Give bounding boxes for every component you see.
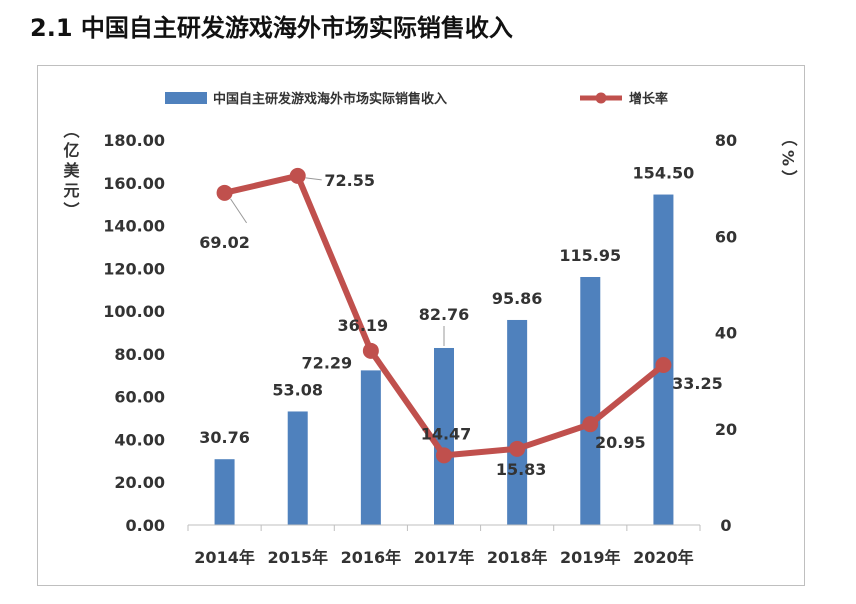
- x-tick-label: 2016年: [341, 548, 402, 567]
- left-tick-label: 120.00: [103, 259, 165, 278]
- x-axis: 2014年 2015年 2016年 2017年 2018年 2019年 2020年: [187, 524, 701, 567]
- bar: [434, 347, 454, 525]
- growth-data-label: 72.55: [324, 171, 375, 190]
- page-title: 2.1 中国自主研发游戏海外市场实际销售收入: [30, 14, 513, 42]
- right-tick-label: 20: [715, 420, 737, 439]
- left-tick-label: 80.00: [114, 345, 165, 364]
- x-tick-label: 2019年: [560, 548, 621, 567]
- left-tick-label: 0.00: [126, 516, 165, 535]
- growth-point: [362, 342, 379, 359]
- bar: [580, 276, 601, 525]
- bar: [360, 370, 381, 525]
- growth-data-label: 20.95: [595, 433, 646, 452]
- x-tick-label: 2017年: [414, 548, 475, 567]
- x-tick-label: 2020年: [633, 548, 694, 567]
- bar-series: 30.76 53.08 72.29 82.76 95.86 115.95 154.50: [199, 164, 694, 525]
- left-tick-label: 60.00: [114, 388, 165, 407]
- bar: [507, 319, 528, 525]
- chart-frame: [37, 65, 805, 586]
- legend-bar-label: 中国自主研发游戏海外市场实际销售收入: [213, 91, 447, 107]
- left-tick-label: 160.00: [103, 174, 165, 193]
- bar: [287, 411, 308, 525]
- growth-data-label: 69.02: [199, 233, 250, 252]
- legend-line-marker: [595, 92, 607, 104]
- bar-data-label: 82.76: [419, 305, 470, 324]
- bar-data-label: 95.86: [492, 289, 543, 308]
- right-axis-label: （%）: [779, 130, 798, 190]
- growth-line-series: 69.02 72.55 36.19 14.47 15.83 20.95 33.25: [199, 167, 723, 479]
- growth-data-label: 36.19: [338, 316, 389, 335]
- growth-point: [216, 184, 233, 201]
- left-tick-label: 180.00: [103, 131, 165, 150]
- growth-point: [289, 167, 306, 184]
- left-axis: 0.00 20.00 40.00 60.00 80.00 100.00 120.00 140.…: [61, 122, 166, 535]
- legend-line-label: 增长率: [629, 91, 668, 107]
- legend-bar-swatch: [165, 92, 207, 104]
- right-tick-label: 60: [715, 227, 737, 246]
- growth-point: [655, 356, 672, 373]
- x-tick-label: 2018年: [487, 548, 548, 567]
- right-tick-label: 80: [715, 131, 737, 150]
- line-label-leader: [305, 177, 322, 181]
- bar-data-label: 154.50: [633, 164, 695, 183]
- bar-data-label: 53.08: [272, 380, 323, 399]
- growth-data-label: 14.47: [421, 424, 472, 443]
- right-tick-label: 40: [715, 324, 737, 343]
- growth-data-label: 15.83: [496, 460, 547, 479]
- bar-data-label: 72.29: [302, 353, 353, 372]
- bar: [214, 459, 235, 525]
- line-label-leader: [230, 198, 247, 224]
- bar-data-label: 30.76: [199, 428, 250, 447]
- left-tick-label: 100.00: [103, 302, 165, 321]
- x-tick-label: 2015年: [267, 548, 328, 567]
- left-tick-label: 140.00: [103, 217, 165, 236]
- growth-data-label: 33.25: [672, 374, 723, 393]
- right-axis: 0 20 40 60 80 （%）: [715, 130, 798, 535]
- growth-point: [436, 447, 452, 464]
- right-tick-label: 0: [720, 516, 731, 535]
- legend: 中国自主研发游戏海外市场实际销售收入 增长率: [165, 91, 668, 107]
- left-tick-label: 40.00: [114, 430, 165, 449]
- left-axis-label: （亿美元）: [61, 122, 80, 222]
- bar-data-label: 115.95: [559, 246, 621, 265]
- growth-point: [582, 416, 599, 433]
- x-tick-label: 2014年: [194, 548, 255, 567]
- growth-point: [509, 440, 526, 457]
- left-tick-label: 20.00: [114, 473, 165, 492]
